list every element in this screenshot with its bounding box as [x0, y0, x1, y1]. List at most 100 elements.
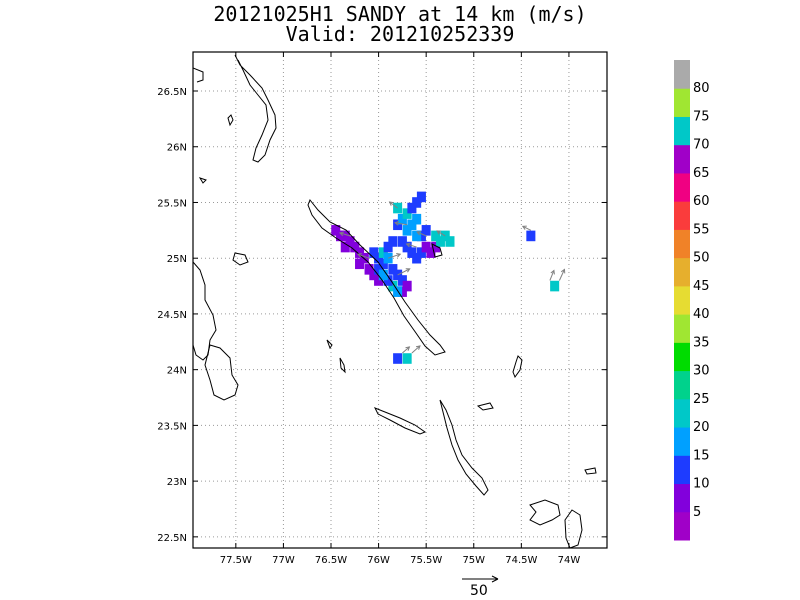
axis-tick-labels: 77.5W 77W 76.5W 76W 75.5W 75W 74.5W 74W 26.5N 26N…: [157, 87, 580, 566]
reference-vector: [462, 575, 499, 583]
x-tick-label: 76.5W: [315, 555, 347, 566]
wind-speed-cell: [526, 230, 536, 242]
wind-speed-cell: [355, 258, 365, 270]
wind-speed-cell: [335, 230, 346, 242]
legend-color-box: [674, 285, 690, 315]
legend-label: 60: [693, 194, 710, 209]
x-tick-label: 75W: [462, 555, 485, 566]
legend-label: 75: [693, 109, 710, 124]
legend-color-box: [674, 455, 690, 485]
wind-speed-cell: [402, 225, 412, 236]
plot-frame: [192, 51, 608, 549]
legend-color-box: [674, 172, 690, 202]
reference-vector-label: 50: [470, 583, 488, 599]
wind-speed-cell: [331, 225, 341, 236]
wind-speed-cell: [402, 280, 412, 292]
wind-speed-cell: [378, 269, 388, 281]
coastline-cat-island: [431, 243, 443, 258]
legend-color-box: [674, 398, 690, 428]
wind-speed-cell: [340, 230, 350, 242]
wind-speed-cell: [383, 252, 393, 264]
coastline-abaco-small: [227, 114, 234, 127]
wind-speed-cell: [440, 230, 450, 242]
coastline-andros: [193, 261, 217, 361]
y-tick-label: 24N: [167, 366, 187, 377]
legend-color-box: [674, 511, 690, 541]
legend-color-box: [674, 370, 690, 400]
wind-arrow-head-icon: [560, 268, 566, 274]
wind-speed-cell: [374, 252, 384, 264]
wind-arrow-icon: [558, 269, 565, 281]
wind-speed-cell: [378, 247, 388, 258]
y-tick-label: 25.5N: [157, 198, 187, 209]
y-tick-label: 26N: [167, 143, 187, 154]
wind-speed-cell: [416, 230, 426, 242]
wind-arrow-head-icon: [521, 225, 527, 230]
coastline-small-isle-3: [326, 339, 333, 350]
wind-speed-cell: [402, 241, 412, 253]
wind-vectors: [338, 201, 566, 354]
wind-arrow-icon: [522, 225, 532, 231]
wind-arrow-head-icon: [394, 220, 399, 226]
wind-speed-cell: [374, 275, 384, 286]
wind-speed-cell: [421, 225, 431, 236]
reference-arrow-head-icon: [491, 575, 499, 583]
legend-color-box: [674, 342, 690, 372]
wind-arrow-icon: [339, 232, 351, 237]
wind-arrow-icon: [357, 253, 370, 259]
wind-speed-cell: [355, 247, 365, 258]
legend-label: 15: [693, 448, 710, 463]
coastline-acklins: [564, 509, 583, 548]
coastline-small-isle-2: [232, 252, 249, 266]
wind-speed-cell: [393, 202, 403, 214]
wind-arrow-icon: [416, 231, 427, 237]
wind-speed-cell: [445, 236, 455, 247]
wind-speed-cell: [393, 353, 403, 364]
wind-speed-cell: [397, 275, 407, 286]
wind-speed-cell: [421, 241, 431, 253]
legend-label: 30: [693, 364, 710, 379]
wind-speed-cell: [345, 236, 355, 247]
legend-label: 55: [693, 222, 710, 237]
legend-color-box: [674, 144, 690, 174]
coastline-eleuthera: [307, 199, 446, 356]
wind-speed-cells: [331, 191, 560, 364]
legend-color-boxes: [674, 60, 690, 541]
wind-speed-cell: [435, 236, 445, 247]
wind-speed-cell: [412, 252, 422, 264]
legend-label: 65: [693, 166, 710, 181]
coastline-small-isle-4: [339, 357, 346, 374]
x-tick-label: 74W: [558, 555, 581, 566]
wind-speed-cell: [340, 241, 350, 253]
wind-speed-cell: [383, 241, 393, 253]
y-tick-label: 24.5N: [157, 310, 187, 321]
wind-arrow-head-icon: [338, 231, 344, 237]
wind-arrow-icon: [389, 201, 398, 209]
wind-speed-cell: [426, 247, 436, 258]
x-tick-label: 77.5W: [220, 555, 252, 566]
wind-arrow-icon: [402, 346, 410, 354]
legend-label: 20: [693, 420, 710, 435]
legend-color-box: [674, 116, 690, 146]
legend-labels: 5 10 15 20 25 30 35 40 45 50 55 60 65 70 75 80: [693, 81, 710, 520]
axis-ticks: [193, 52, 607, 548]
wind-arrow-head-icon: [415, 345, 421, 350]
legend-color-box: [674, 257, 690, 287]
wind-arrow-icon: [411, 345, 421, 354]
wind-speed-cell: [402, 208, 412, 219]
y-tick-label: 26.5N: [157, 87, 187, 98]
coastline-nw: [193, 67, 204, 83]
wind-speed-cell: [431, 230, 441, 242]
wind-speed-cell: [388, 280, 398, 292]
y-tick-label: 25N: [167, 254, 187, 265]
wind-speed-cell: [369, 269, 379, 281]
wind-arrow-head-icon: [388, 201, 394, 206]
legend-color-box: [674, 60, 690, 89]
wind-arrow-icon: [394, 222, 408, 226]
wind-speed-cell: [407, 202, 417, 214]
x-tick-label: 74.5W: [505, 555, 537, 566]
legend-label: 35: [693, 335, 710, 350]
coastlines: [193, 54, 597, 548]
wind-speed-cell: [393, 286, 403, 297]
